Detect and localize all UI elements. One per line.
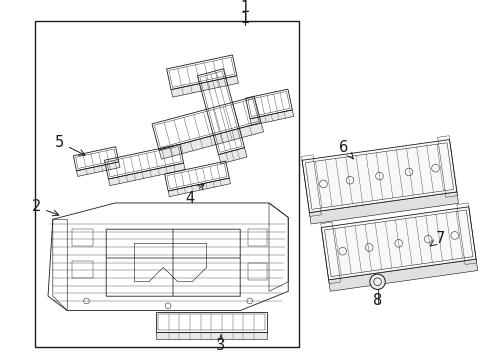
- Text: 5: 5: [55, 135, 85, 155]
- Bar: [247, 262, 266, 280]
- Text: 8: 8: [372, 293, 382, 309]
- Text: 1: 1: [240, 11, 249, 26]
- Bar: [324, 210, 472, 276]
- Text: 1: 1: [240, 0, 249, 15]
- Bar: [72, 229, 93, 246]
- Text: 2: 2: [32, 199, 59, 216]
- Bar: [301, 155, 321, 216]
- Bar: [328, 259, 477, 291]
- Circle shape: [369, 274, 385, 289]
- Bar: [302, 140, 456, 213]
- Bar: [72, 261, 93, 278]
- Bar: [76, 162, 120, 176]
- Bar: [197, 69, 244, 154]
- Bar: [249, 110, 293, 125]
- Bar: [166, 163, 226, 189]
- Bar: [247, 229, 266, 246]
- Text: 6: 6: [339, 140, 352, 159]
- Bar: [168, 178, 230, 197]
- Bar: [245, 89, 292, 119]
- Bar: [106, 147, 181, 177]
- Bar: [156, 332, 266, 339]
- Bar: [104, 144, 183, 179]
- Bar: [437, 136, 456, 197]
- Bar: [218, 148, 246, 164]
- Bar: [76, 149, 116, 168]
- Bar: [164, 161, 229, 191]
- Bar: [108, 163, 185, 186]
- Bar: [154, 99, 258, 148]
- Bar: [73, 147, 119, 171]
- Bar: [309, 192, 458, 224]
- Bar: [159, 122, 263, 159]
- Bar: [166, 55, 236, 90]
- Text: 3: 3: [216, 335, 225, 353]
- Bar: [171, 76, 238, 97]
- Bar: [158, 314, 264, 330]
- Bar: [199, 71, 242, 152]
- Bar: [321, 207, 475, 280]
- Bar: [168, 57, 234, 87]
- Bar: [156, 312, 266, 332]
- Bar: [247, 91, 289, 117]
- Text: 4: 4: [185, 184, 203, 206]
- Text: 7: 7: [429, 231, 444, 246]
- Bar: [152, 96, 261, 150]
- Bar: [456, 203, 476, 265]
- Bar: [320, 222, 340, 284]
- Bar: [35, 21, 298, 347]
- Bar: [305, 143, 453, 209]
